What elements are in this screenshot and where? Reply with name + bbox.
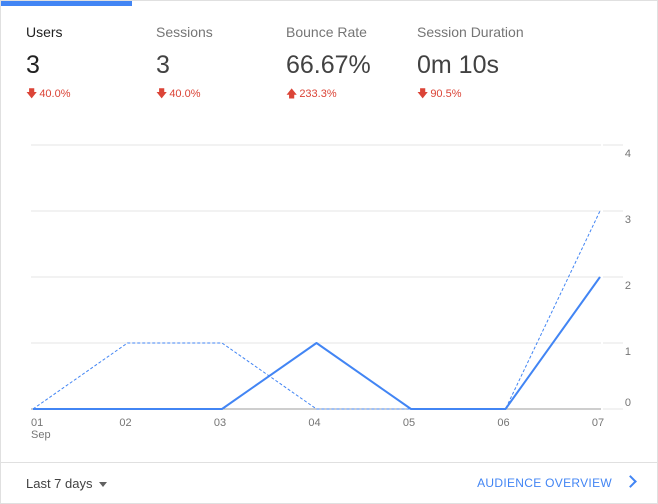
tab-users-label: Users bbox=[26, 24, 63, 40]
x-tick-label: 02 bbox=[119, 417, 131, 429]
tab-session-duration-change-value: 90.5% bbox=[430, 88, 462, 100]
x-tick-label: 03 bbox=[214, 417, 226, 429]
tab-session-duration-change: 🡇 90.5% bbox=[417, 85, 462, 104]
arrow-down-icon: 🡇 bbox=[417, 88, 429, 100]
arrow-up-icon: 🡅 bbox=[286, 88, 298, 100]
y-tick-label: 3 bbox=[625, 214, 631, 226]
tab-bounce-rate-value: 66.67% bbox=[286, 51, 371, 79]
date-range-dropdown[interactable]: Last 7 days bbox=[26, 476, 107, 491]
series-line-comparison bbox=[32, 210, 601, 410]
tab-users-change-value: 40.0% bbox=[39, 88, 71, 100]
footer-divider bbox=[1, 462, 657, 463]
x-tick-label: 04 bbox=[308, 417, 320, 429]
tab-users[interactable]: Users 3 🡇 40.0% bbox=[26, 1, 154, 111]
tab-sessions-value: 3 bbox=[156, 51, 170, 79]
x-tick-label: 05 bbox=[403, 417, 415, 429]
tab-sessions[interactable]: Sessions 3 🡇 40.0% bbox=[156, 1, 284, 111]
x-tick-sublabel: Sep bbox=[31, 429, 51, 441]
y-tick-label: 2 bbox=[625, 280, 631, 292]
audience-overview-label: AUDIENCE OVERVIEW bbox=[477, 476, 612, 490]
tab-bounce-rate-change-value: 233.3% bbox=[299, 88, 337, 100]
active-tab-indicator bbox=[1, 1, 132, 6]
x-tick-label: 01 bbox=[31, 417, 43, 429]
tab-session-duration-label: Session Duration bbox=[417, 24, 524, 40]
tab-bounce-rate-change: 🡅 233.3% bbox=[286, 85, 337, 104]
y-tick-label: 1 bbox=[625, 346, 631, 358]
tab-sessions-label: Sessions bbox=[156, 24, 213, 40]
y-tick-label: 4 bbox=[625, 148, 631, 160]
metric-tabs: Users 3 🡇 40.0% Sessions 3 🡇 40.0% Bounce … bbox=[1, 1, 657, 121]
caret-down-icon bbox=[98, 482, 107, 488]
tab-users-change: 🡇 40.0% bbox=[26, 85, 71, 104]
date-range-label: Last 7 days bbox=[26, 476, 93, 491]
tab-session-duration[interactable]: Session Duration 0m 10s 🡇 90.5% bbox=[417, 1, 577, 111]
audience-overview-link[interactable]: AUDIENCE OVERVIEW bbox=[477, 475, 637, 490]
y-tick-label: 0 bbox=[625, 397, 631, 409]
tab-sessions-change: 🡇 40.0% bbox=[156, 85, 201, 104]
arrow-down-icon: 🡇 bbox=[156, 88, 168, 100]
tab-bounce-rate[interactable]: Bounce Rate 66.67% 🡅 233.3% bbox=[286, 1, 414, 111]
chevron-right-icon bbox=[624, 475, 637, 488]
tab-session-duration-value: 0m 10s bbox=[417, 51, 499, 79]
arrow-down-icon: 🡇 bbox=[26, 88, 38, 100]
x-tick-label: 07 bbox=[592, 417, 604, 429]
tab-bounce-rate-label: Bounce Rate bbox=[286, 24, 367, 40]
series-line-current bbox=[33, 276, 601, 410]
tab-sessions-change-value: 40.0% bbox=[169, 88, 201, 100]
tab-users-value: 3 bbox=[26, 51, 40, 79]
x-tick-label: 06 bbox=[497, 417, 509, 429]
